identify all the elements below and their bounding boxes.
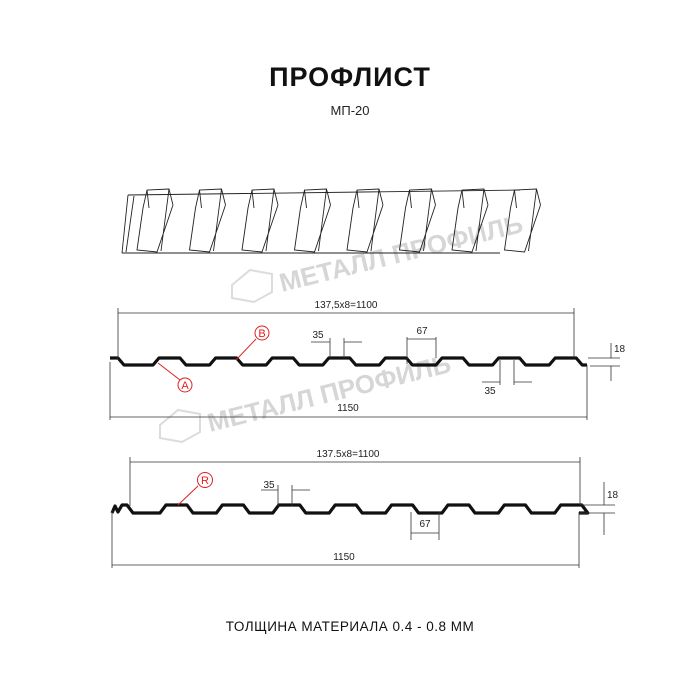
- width-label-a: 1150: [337, 403, 359, 414]
- rib-gap-label-a: 67: [416, 326, 428, 337]
- svg-text:A: A: [181, 380, 189, 392]
- sheet-perspective-view: [121, 188, 541, 254]
- pitch-label-a: 137,5x8=1100: [315, 300, 378, 311]
- profile-b-outline: [110, 503, 590, 515]
- profile-a-outline: [110, 356, 587, 367]
- rib-top-label-a: 35: [312, 330, 324, 341]
- page-title: ПРОФЛИСТ: [269, 62, 431, 92]
- height-label-b: 18: [607, 490, 619, 501]
- marker-a: [177, 377, 193, 393]
- profile-a: 137,5x8=1100 1150 35 67 35 18 A B: [109, 300, 626, 420]
- height-label-a: 18: [614, 344, 626, 355]
- pitch-label-b: 137.5x8=1100: [317, 449, 380, 460]
- profile-b: 137.5x8=1100 1150 35 67 18 R: [110, 449, 619, 568]
- material-thickness: ТОЛЩИНА МАТЕРИАЛА 0.4 - 0.8 ММ: [225, 619, 475, 634]
- page-subtitle: МП-20: [330, 103, 370, 118]
- svg-text:R: R: [201, 475, 209, 487]
- rib-top-label-b: 35: [263, 480, 275, 491]
- rib-gap-label-b: 67: [419, 519, 431, 530]
- width-label-b: 1150: [333, 552, 355, 563]
- marker-r: [197, 472, 213, 488]
- rib-bottom-label-a: 35: [484, 386, 496, 397]
- marker-b: [254, 325, 270, 341]
- svg-text:B: B: [258, 328, 265, 340]
